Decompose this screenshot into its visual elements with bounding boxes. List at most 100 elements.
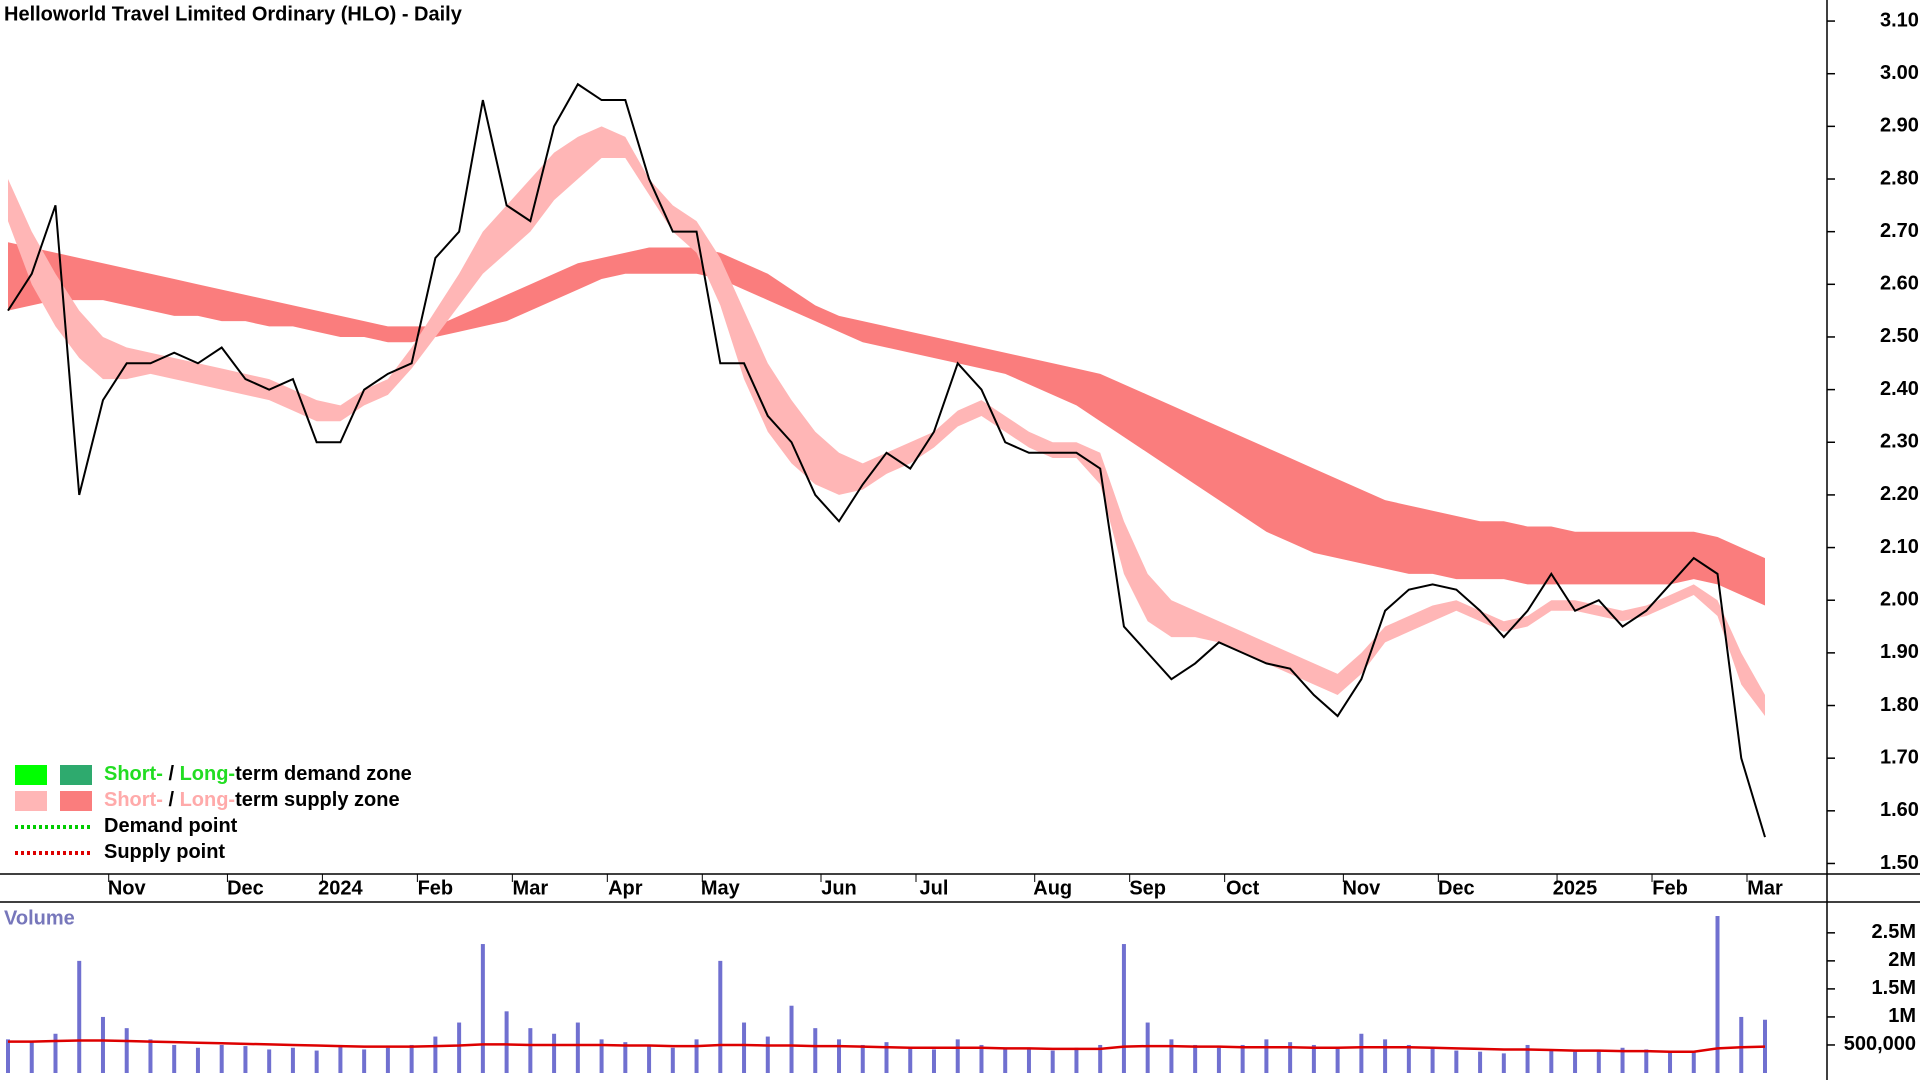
volume-bar: [1454, 1050, 1459, 1073]
volume-bar: [1549, 1049, 1554, 1073]
volume-bar: [1478, 1051, 1483, 1073]
volume-bar: [718, 960, 723, 1073]
volume-bar: [884, 1042, 889, 1073]
volume-bar: [1335, 1047, 1340, 1073]
legend-text: Long-: [180, 789, 236, 811]
volume-bar: [1573, 1051, 1578, 1073]
volume-bar: [6, 1039, 10, 1073]
legend-text: Long-: [180, 763, 236, 785]
volume-bar: [552, 1033, 557, 1073]
volume-bar: [599, 1039, 604, 1073]
volume-bar: [1240, 1044, 1245, 1073]
volume-bar: [647, 1044, 652, 1073]
y-tick-label: 2.30: [1880, 431, 1919, 453]
volume-bar: [77, 960, 82, 1073]
volume-bar: [1216, 1047, 1221, 1073]
volume-title: Volume: [4, 907, 75, 929]
volume-bar: [124, 1028, 129, 1073]
volume-bar: [457, 1022, 462, 1073]
volume-bar: [528, 1028, 533, 1073]
y-tick-label: 2.20: [1880, 483, 1919, 505]
x-tick-label: May: [701, 877, 741, 899]
volume-bar: [504, 1011, 509, 1073]
volume-bar: [1644, 1049, 1649, 1073]
volume-bar: [267, 1049, 272, 1073]
volume-bar: [1311, 1044, 1316, 1073]
legend-label: Demand point: [104, 815, 238, 837]
volume-bar: [955, 1039, 960, 1073]
volume-bar: [1501, 1053, 1506, 1073]
y-tick-label: 1.70: [1880, 746, 1919, 768]
price-line: [7, 82, 1766, 838]
y-tick-label: 2.90: [1880, 115, 1919, 137]
legend-text: /: [163, 763, 180, 785]
volume-bar: [1525, 1044, 1530, 1073]
volume-bar: [1430, 1047, 1435, 1073]
volume-bar: [243, 1046, 248, 1073]
volume-bar: [1383, 1039, 1388, 1073]
legend-text: Supply point: [104, 841, 225, 863]
y-tick-label: 2M: [1888, 949, 1916, 971]
volume-bar: [1098, 1044, 1103, 1073]
volume-bar: [1264, 1039, 1269, 1073]
volume-bar: [53, 1033, 58, 1073]
y-tick-label: 3.10: [1880, 9, 1919, 31]
x-tick-label: Nov: [108, 877, 147, 899]
volume-bar: [979, 1044, 984, 1073]
volume-bar: [1121, 944, 1126, 1073]
y-tick-label: 2.5M: [1872, 921, 1916, 943]
x-tick-label: Nov: [1342, 877, 1381, 899]
y-tick-label: 2.40: [1880, 378, 1919, 400]
x-tick-label: Apr: [608, 877, 643, 899]
x-tick-label: Mar: [513, 877, 549, 899]
legend-text: term supply zone: [235, 789, 399, 811]
x-tick-label: Aug: [1033, 877, 1072, 899]
y-tick-label: 1.60: [1880, 799, 1919, 821]
legend-label: Supply point: [104, 841, 225, 863]
volume-bar: [409, 1044, 414, 1073]
volume-bar: [765, 1036, 770, 1073]
volume-bar: [575, 1022, 580, 1073]
volume-bar: [1763, 1019, 1767, 1073]
volume-bar: [385, 1047, 390, 1073]
volume-bar: [172, 1044, 177, 1073]
volume-bar: [29, 1042, 34, 1073]
volume-bar: [1169, 1039, 1174, 1073]
volume-bar: [1668, 1050, 1673, 1073]
y-tick-label: 500,000: [1844, 1033, 1916, 1055]
volume-bar: [338, 1044, 343, 1073]
volume-bar: [148, 1039, 153, 1073]
x-tick-label: Dec: [1438, 877, 1475, 899]
legend-text: Short-: [104, 789, 163, 811]
volume-bar: [908, 1047, 913, 1073]
volume-bar: [1145, 1022, 1150, 1073]
volume-bar: [931, 1049, 936, 1073]
volume-bar: [433, 1036, 438, 1073]
y-tick-label: 1.50: [1880, 852, 1919, 874]
zone-band: [8, 242, 1765, 606]
volume-bar: [195, 1047, 200, 1073]
volume-bar: [314, 1050, 319, 1073]
y-tick-label: 2.00: [1880, 588, 1919, 610]
volume-bar: [100, 1016, 105, 1073]
volume-bar: [694, 1039, 699, 1073]
legend-swatch: [60, 765, 92, 785]
volume-bar: [1620, 1047, 1625, 1073]
legend-text: /: [163, 789, 180, 811]
volume-bar: [1739, 1016, 1744, 1073]
y-tick-label: 1.90: [1880, 641, 1919, 663]
y-tick-label: 2.50: [1880, 325, 1919, 347]
volume-bar: [1288, 1042, 1293, 1073]
volume-bar: [670, 1047, 675, 1073]
volume-bar: [789, 1005, 794, 1073]
legend-swatch: [15, 765, 47, 785]
x-tick-label: Feb: [1652, 877, 1688, 899]
volume-bar: [742, 1022, 747, 1073]
x-tick-label: 2024: [318, 877, 363, 899]
volume-bar: [1596, 1050, 1601, 1073]
volume-bar: [1003, 1047, 1008, 1073]
volume-bar: [362, 1049, 367, 1073]
x-tick-label: 2025: [1553, 877, 1598, 899]
x-tick-label: Jun: [821, 877, 857, 899]
legend-label: Short- / Long-term demand zone: [104, 763, 412, 785]
